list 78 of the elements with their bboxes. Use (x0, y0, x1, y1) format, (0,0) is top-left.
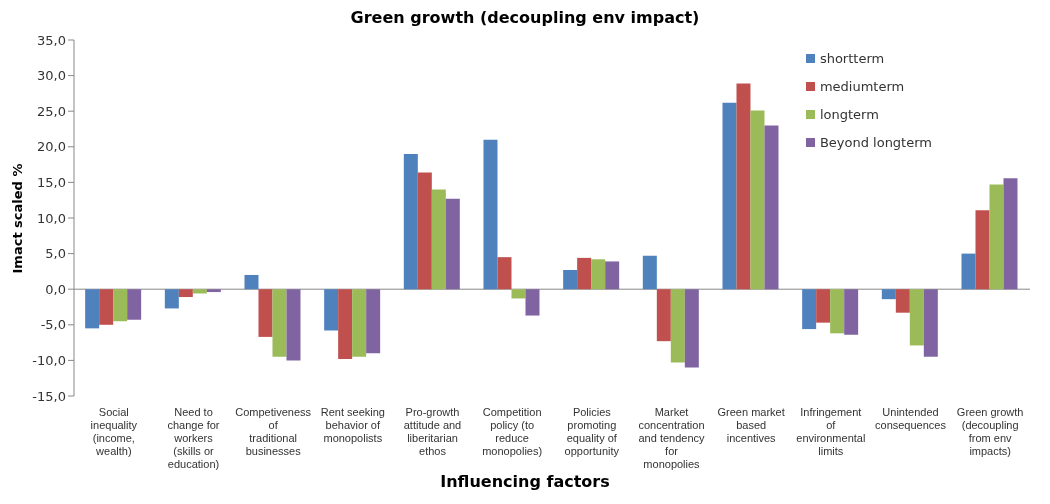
bar (684, 289, 699, 368)
bar (591, 259, 606, 290)
bar (99, 289, 114, 325)
bar (206, 289, 221, 293)
y-tick-label: 10,0 (37, 210, 66, 226)
bar (736, 83, 751, 290)
bar (324, 289, 339, 331)
legend-label: longterm (819, 106, 879, 122)
bar (722, 102, 737, 290)
chart-title: Green growth (decoupling env impact) (349, 8, 701, 29)
bar (352, 289, 367, 357)
bar (85, 289, 100, 329)
bar (431, 189, 446, 290)
bar (830, 289, 845, 334)
bar (642, 255, 657, 290)
bar (881, 289, 896, 300)
bar (192, 289, 207, 294)
bar (577, 257, 592, 290)
x-tick-label: Market concentration and tendency for monopolies (638, 406, 706, 470)
bar (338, 289, 353, 359)
bar (272, 289, 287, 357)
x-tick-label: Competition policy (to reduce monopolies) (482, 406, 543, 457)
y-tick-label: 30,0 (37, 68, 66, 84)
bar (244, 274, 259, 290)
y-tick-label: 5,0 (45, 246, 66, 262)
bar (286, 289, 301, 361)
x-tick-label: Rent seeking behavior of monopolists (320, 406, 385, 444)
y-tick-label: 20,0 (37, 139, 66, 155)
legend-label: Beyond longterm (819, 134, 932, 150)
x-tick-label: Unintended consequences (875, 406, 947, 431)
x-tick-label: Green growth (decoupling from env impacts) (956, 406, 1024, 457)
bar (127, 289, 142, 320)
y-tick-label: 35,0 (37, 32, 66, 48)
bar (164, 289, 179, 309)
bar (909, 289, 924, 346)
bar (563, 269, 578, 290)
x-tick-label: Social inequality (income, wealth) (90, 406, 138, 457)
bar (764, 125, 779, 290)
bar (670, 289, 685, 363)
y-tick-label: 15,0 (37, 175, 66, 191)
bar (525, 289, 540, 316)
bar (258, 289, 273, 337)
y-tick-label: -15,0 (32, 388, 66, 404)
x-tick-label: Green market based incentives (717, 406, 785, 444)
bar (975, 210, 990, 290)
bar (497, 257, 512, 290)
x-tick-label: Pro-growth attitude and liberitarian ethos (403, 406, 462, 457)
x-tick-label: Infringement of environmental limits (796, 406, 866, 457)
bar (656, 289, 671, 342)
x-tick-label: Competiveness of traditional businesses (235, 406, 312, 457)
x-tick-label: Policies promoting equality of opportunity (564, 406, 620, 457)
bar (816, 289, 831, 323)
bar (750, 110, 765, 290)
y-tick-label: 0,0 (45, 281, 66, 297)
bar (989, 184, 1004, 290)
y-axis-title: Imact scaled % (10, 163, 26, 273)
bar (605, 261, 620, 290)
y-tick-label: -5,0 (40, 317, 66, 333)
bar (403, 153, 418, 290)
bar (1003, 178, 1018, 290)
bar (483, 139, 498, 290)
legend-label: shortterm (819, 50, 885, 66)
legend-label: mediumterm (819, 78, 905, 94)
y-tick-label: -10,0 (32, 353, 66, 369)
bar (178, 289, 193, 298)
bar (445, 198, 460, 290)
y-tick-label: 25,0 (37, 103, 66, 119)
bar (961, 253, 976, 290)
bar (113, 289, 128, 322)
bar (366, 289, 381, 354)
x-tick-label: Need to change for workers (skills or education) (167, 406, 220, 470)
bar (802, 289, 817, 330)
bar (417, 172, 432, 290)
bar (895, 289, 910, 313)
bar (511, 289, 526, 299)
x-axis-title: Influencing factors (439, 472, 611, 491)
bar (844, 289, 859, 335)
bar (923, 289, 938, 357)
